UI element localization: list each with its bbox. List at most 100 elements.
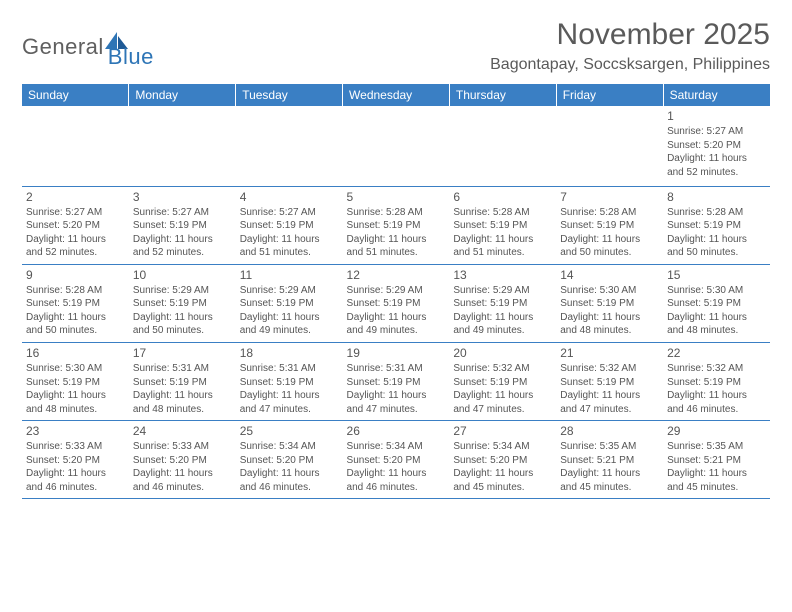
empty-cell	[129, 106, 236, 186]
daylight-text: Daylight: 11 hours	[667, 152, 766, 166]
day-cell: 23Sunrise: 5:33 AMSunset: 5:20 PMDayligh…	[22, 421, 129, 499]
daylight-text: and 48 minutes.	[667, 324, 766, 338]
sunrise-text: Sunrise: 5:33 AM	[26, 440, 125, 454]
sunset-text: Sunset: 5:20 PM	[453, 454, 552, 468]
daylight-text: Daylight: 11 hours	[26, 389, 125, 403]
day-number: 10	[133, 267, 232, 283]
daylight-text: and 52 minutes.	[667, 166, 766, 180]
daylight-text: and 50 minutes.	[26, 324, 125, 338]
daylight-text: Daylight: 11 hours	[133, 389, 232, 403]
calendar-row: 23Sunrise: 5:33 AM Sunset: 5:20 PM Dayligh…	[22, 421, 770, 499]
day-cell: 19Sunrise: 5:31 AMSunset: 5:19 PMDayligh…	[343, 342, 450, 420]
day-number: 16	[26, 345, 125, 361]
sunset-text: Sunset: 5:21 PM	[667, 454, 766, 468]
daylight-text: Daylight: 11 hours	[133, 233, 232, 247]
sunset-text: Sunset: 5:19 PM	[240, 219, 339, 233]
day-number: 6	[453, 189, 552, 205]
day-number: 3	[133, 189, 232, 205]
logo: General Blue	[22, 24, 154, 70]
day-number: 22	[667, 345, 766, 361]
day-header: Thursday	[449, 84, 556, 106]
day-cell: 24Sunrise: 5:33 AMSunset: 5:20 PMDayligh…	[129, 421, 236, 499]
day-number: 23	[26, 423, 125, 439]
title-block: November 2025 Bagontapay, Soccsksargen, …	[490, 18, 770, 74]
calendar-row: 1Sunrise: 5:27 AMSunset: 5:20 PMDaylight…	[22, 106, 770, 186]
day-cell: 1Sunrise: 5:27 AMSunset: 5:20 PMDaylight…	[663, 106, 770, 186]
day-cell: 8Sunrise: 5:28 AMSunset: 5:19 PMDaylight…	[663, 186, 770, 264]
daylight-text: and 48 minutes.	[133, 403, 232, 417]
day-number: 24	[133, 423, 232, 439]
day-number: 28	[560, 423, 659, 439]
sunrise-text: Sunrise: 5:29 AM	[347, 284, 446, 298]
daylight-text: and 45 minutes.	[667, 481, 766, 495]
sunset-text: Sunset: 5:19 PM	[26, 297, 125, 311]
sunset-text: Sunset: 5:19 PM	[560, 297, 659, 311]
daylight-text: Daylight: 11 hours	[26, 311, 125, 325]
day-cell: 5Sunrise: 5:28 AMSunset: 5:19 PMDaylight…	[343, 186, 450, 264]
sunset-text: Sunset: 5:19 PM	[133, 376, 232, 390]
daylight-text: Daylight: 11 hours	[667, 467, 766, 481]
sunrise-text: Sunrise: 5:29 AM	[133, 284, 232, 298]
sunset-text: Sunset: 5:19 PM	[667, 376, 766, 390]
day-cell: 20Sunrise: 5:32 AMSunset: 5:19 PMDayligh…	[449, 342, 556, 420]
day-cell: 16Sunrise: 5:30 AMSunset: 5:19 PMDayligh…	[22, 342, 129, 420]
sunset-text: Sunset: 5:20 PM	[667, 139, 766, 153]
sunset-text: Sunset: 5:19 PM	[667, 297, 766, 311]
day-cell: 29Sunrise: 5:35 AMSunset: 5:21 PMDayligh…	[663, 421, 770, 499]
day-cell: 7Sunrise: 5:28 AMSunset: 5:19 PMDaylight…	[556, 186, 663, 264]
day-number: 27	[453, 423, 552, 439]
sunrise-text: Sunrise: 5:35 AM	[667, 440, 766, 454]
sunrise-text: Sunrise: 5:27 AM	[26, 206, 125, 220]
daylight-text: Daylight: 11 hours	[453, 389, 552, 403]
sunset-text: Sunset: 5:19 PM	[453, 376, 552, 390]
day-header-row: SundayMondayTuesdayWednesdayThursdayFrid…	[22, 84, 770, 106]
header: General Blue November 2025 Bagontapay, S…	[22, 18, 770, 74]
daylight-text: and 49 minutes.	[347, 324, 446, 338]
sunset-text: Sunset: 5:20 PM	[26, 219, 125, 233]
sunrise-text: Sunrise: 5:35 AM	[560, 440, 659, 454]
daylight-text: and 50 minutes.	[667, 246, 766, 260]
day-header: Saturday	[663, 84, 770, 106]
daylight-text: Daylight: 11 hours	[560, 467, 659, 481]
sunset-text: Sunset: 5:19 PM	[347, 376, 446, 390]
daylight-text: Daylight: 11 hours	[240, 233, 339, 247]
day-cell: 14Sunrise: 5:30 AMSunset: 5:19 PMDayligh…	[556, 264, 663, 342]
day-number: 9	[26, 267, 125, 283]
sunset-text: Sunset: 5:19 PM	[240, 376, 339, 390]
daylight-text: Daylight: 11 hours	[240, 389, 339, 403]
empty-cell	[449, 106, 556, 186]
location: Bagontapay, Soccsksargen, Philippines	[490, 56, 770, 74]
calendar-row: 2Sunrise: 5:27 AMSunset: 5:20 PM Daylight…	[22, 186, 770, 264]
sunrise-text: Sunrise: 5:27 AM	[667, 125, 766, 139]
daylight-text: Daylight: 11 hours	[667, 389, 766, 403]
day-cell: 4Sunrise: 5:27 AMSunset: 5:19 PMDaylight…	[236, 186, 343, 264]
day-number: 1	[667, 108, 766, 124]
daylight-text: and 51 minutes.	[453, 246, 552, 260]
calendar-row: 16Sunrise: 5:30 AMSunset: 5:19 PMDayligh…	[22, 342, 770, 420]
day-number: 2	[26, 189, 125, 205]
daylight-text: and 45 minutes.	[453, 481, 552, 495]
daylight-text: and 50 minutes.	[133, 324, 232, 338]
daylight-text: Daylight: 11 hours	[347, 389, 446, 403]
day-header: Monday	[129, 84, 236, 106]
sunset-text: Sunset: 5:19 PM	[26, 376, 125, 390]
day-cell: 13Sunrise: 5:29 AMSunset: 5:19 PMDayligh…	[449, 264, 556, 342]
sunrise-text: Sunrise: 5:30 AM	[26, 362, 125, 376]
sunrise-text: Sunrise: 5:34 AM	[347, 440, 446, 454]
daylight-text: Daylight: 11 hours	[560, 311, 659, 325]
daylight-text: and 50 minutes.	[560, 246, 659, 260]
logo-text-blue: Blue	[108, 44, 154, 70]
sunset-text: Sunset: 5:19 PM	[560, 376, 659, 390]
day-header: Friday	[556, 84, 663, 106]
sunset-text: Sunset: 5:19 PM	[347, 219, 446, 233]
sunrise-text: Sunrise: 5:32 AM	[560, 362, 659, 376]
empty-cell	[343, 106, 450, 186]
daylight-text: and 49 minutes.	[453, 324, 552, 338]
day-cell: 9Sunrise: 5:28 AMSunset: 5:19 PMDaylight…	[22, 264, 129, 342]
daylight-text: Daylight: 11 hours	[667, 233, 766, 247]
day-cell: 15Sunrise: 5:30 AMSunset: 5:19 PMDayligh…	[663, 264, 770, 342]
daylight-text: Daylight: 11 hours	[560, 389, 659, 403]
sunset-text: Sunset: 5:19 PM	[453, 297, 552, 311]
day-header: Sunday	[22, 84, 129, 106]
logo-text-general: General	[22, 34, 104, 60]
